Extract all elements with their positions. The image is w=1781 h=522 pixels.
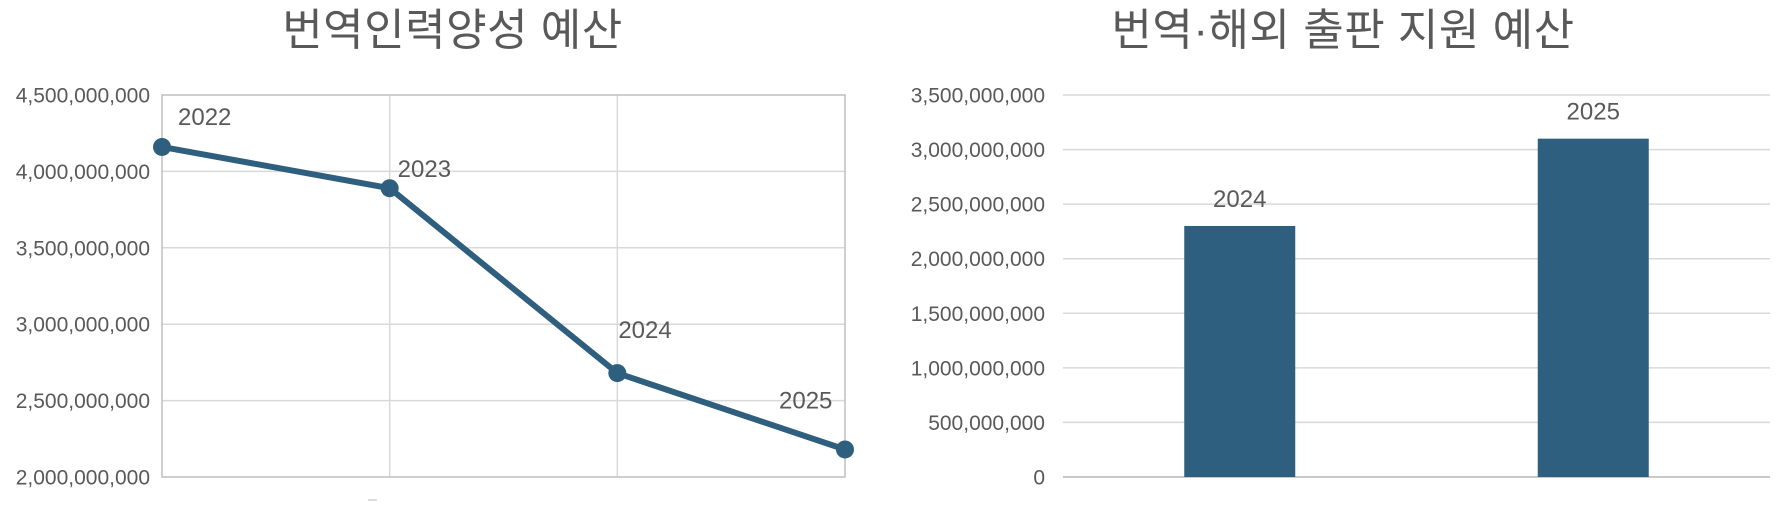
y-axis-tick-label: 1,000,000,000 (911, 357, 1045, 380)
y-axis-tick-label: 4,500,000,000 (16, 85, 150, 108)
data-label-2025: 2025 (1567, 99, 1620, 126)
data-label-2024: 2024 (618, 317, 671, 344)
data-point-2024 (608, 364, 627, 383)
bar-chart-translation-publishing-budget: 번역·해외 출판 지원 예산 0 500,000,000 1,000,000,000… (905, 0, 1781, 522)
data-point-2025 (836, 440, 854, 459)
line-chart-translation-training-budget: 번역인력양성 예산 2,000,000,000 2,500,000,000 3,00… (16, 6, 854, 501)
y-axis-tick-label: 2,000,000,000 (911, 248, 1045, 271)
data-point-2022 (153, 137, 171, 156)
y-axis-tick-label: 3,000,000,000 (911, 139, 1045, 162)
y-axis-tick-label: 3,500,000,000 (16, 237, 150, 260)
data-label-2022: 2022 (178, 104, 231, 131)
y-axis-tick-label: 3,500,000,000 (911, 85, 1045, 108)
line-chart-plot-area: 2,000,000,000 2,500,000,000 3,000,000,000 3… (16, 85, 854, 490)
data-label-2023: 2023 (398, 156, 451, 183)
stray-axis-dash (368, 499, 377, 501)
bar-chart-plot-area: 0 500,000,000 1,000,000,000 1,500,000,000 2,… (911, 85, 1770, 490)
y-axis-tick-label: 3,000,000,000 (16, 314, 150, 337)
y-axis-tick-label: 0 (1033, 467, 1045, 490)
y-axis-tick-label: 2,000,000,000 (16, 467, 150, 490)
y-axis-tick-label: 1,500,000,000 (911, 303, 1045, 326)
y-axis-tick-label: 2,500,000,000 (16, 390, 150, 413)
y-axis-tick-label: 4,000,000,000 (16, 161, 150, 184)
data-label-2025: 2025 (779, 387, 832, 414)
data-point-2023 (380, 179, 399, 198)
budget-series-line (159, 143, 848, 453)
data-label-2024: 2024 (1213, 186, 1266, 213)
y-axis-tick-label: 2,500,000,000 (911, 194, 1045, 217)
bar-2024 (1184, 225, 1296, 477)
plot-border (161, 94, 846, 478)
line-chart-title: 번역인력양성 예산 (282, 6, 623, 55)
y-axis-tick-label: 500,000,000 (928, 412, 1045, 435)
bar-chart-title: 번역·해외 출판 지원 예산 (1111, 6, 1575, 55)
bar-2025 (1537, 138, 1649, 477)
